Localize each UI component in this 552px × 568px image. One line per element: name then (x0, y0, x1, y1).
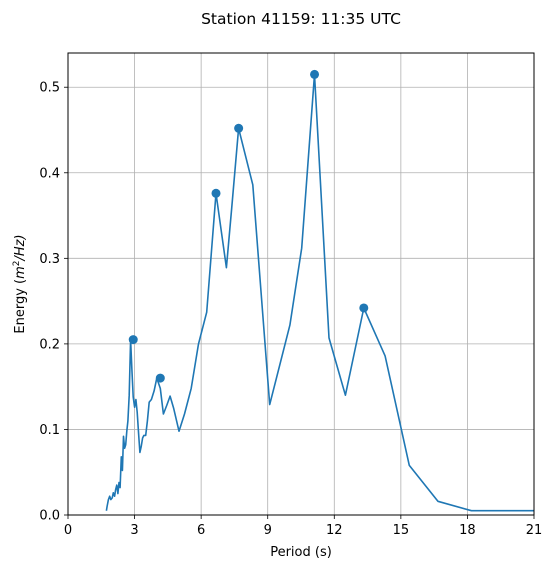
x-tick-label: 3 (130, 523, 138, 538)
peak-marker (359, 303, 369, 313)
peak-markers (128, 69, 369, 383)
x-tick-label: 18 (459, 523, 476, 538)
y-tick-label: 0.5 (39, 81, 60, 96)
peak-marker (234, 123, 244, 133)
peak-marker (211, 188, 221, 198)
peak-marker (155, 373, 165, 383)
x-tick-label: 21 (526, 523, 543, 538)
plot-frame (67, 52, 535, 516)
y-axis-label: Energy (m2/Hz) (12, 234, 28, 333)
peak-marker (310, 69, 320, 79)
y-axis-label-unit-base: m (13, 266, 28, 279)
x-tick-label: 12 (326, 523, 343, 538)
x-tick-label: 6 (197, 523, 205, 538)
x-tick-label: 15 (393, 523, 410, 538)
y-tick-label: 0.0 (39, 509, 60, 524)
x-axis: 0 3 6 9 12 15 18 21 (64, 515, 542, 538)
y-axis: 0.0 0.1 0.2 0.3 0.4 0.5 (39, 81, 68, 524)
chart-title: Station 41159: 11:35 UTC (201, 10, 401, 28)
y-tick-label: 0.3 (39, 252, 60, 267)
series-line (105, 73, 534, 512)
y-axis-label-unit-exp: 2 (12, 260, 22, 266)
y-axis-label-prefix: Energy ( (13, 279, 28, 334)
x-axis-label: Period (s) (270, 545, 332, 560)
plot-area (105, 73, 534, 512)
x-tick-label: 9 (264, 523, 272, 538)
y-tick-label: 0.2 (39, 337, 60, 352)
y-tick-label: 0.1 (39, 423, 60, 438)
y-tick-label: 0.4 (39, 166, 60, 181)
y-axis-label-unit-rest: /Hz) (13, 234, 28, 261)
peak-marker (128, 335, 138, 345)
x-tick-label: 0 (64, 523, 72, 538)
grid (67, 53, 535, 516)
